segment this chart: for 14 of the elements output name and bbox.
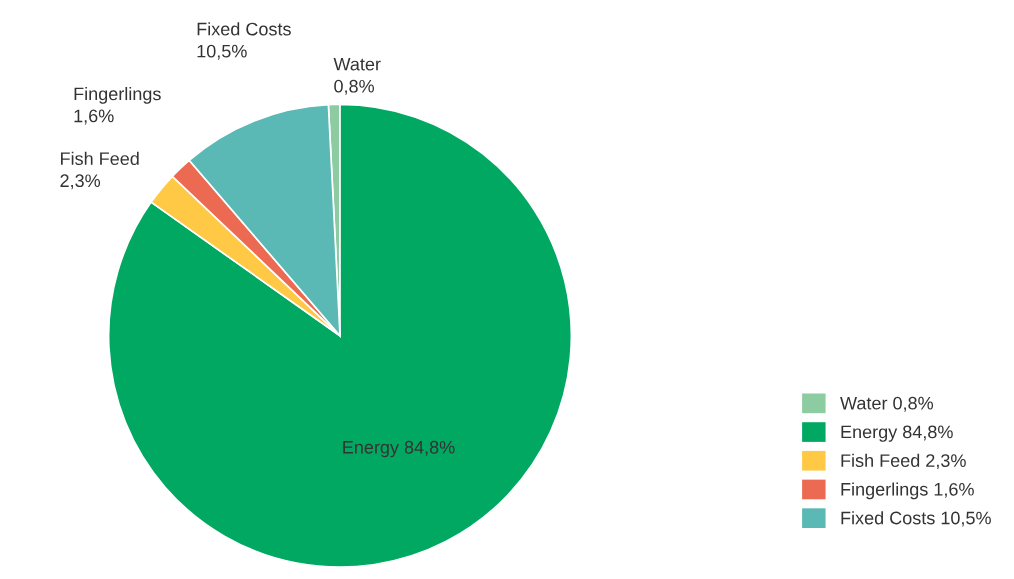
data-label: 1,6%: [74, 109, 114, 125]
category-label: Fingerlings 1,6%: [841, 482, 974, 500]
slice-label: Fish Feed: [61, 151, 139, 166]
legend-label: Energy 84,8%: [841, 425, 953, 442]
category-label: Water 0,8%: [840, 396, 934, 412]
category-label: Fixed Costs 10,5%: [841, 511, 991, 527]
data-label: 10,5%: [197, 44, 247, 60]
slice-label: Energy 84,8%: [343, 440, 455, 458]
slice-label: Fingerlings: [74, 86, 161, 104]
data-label: 2,3%: [60, 174, 101, 190]
category-label: Fish Feed 2,3%: [841, 453, 966, 470]
slice-label: Water: [333, 57, 381, 71]
slice-label: Fixed Costs: [197, 22, 291, 36]
data-label: 0,8%: [334, 79, 374, 95]
